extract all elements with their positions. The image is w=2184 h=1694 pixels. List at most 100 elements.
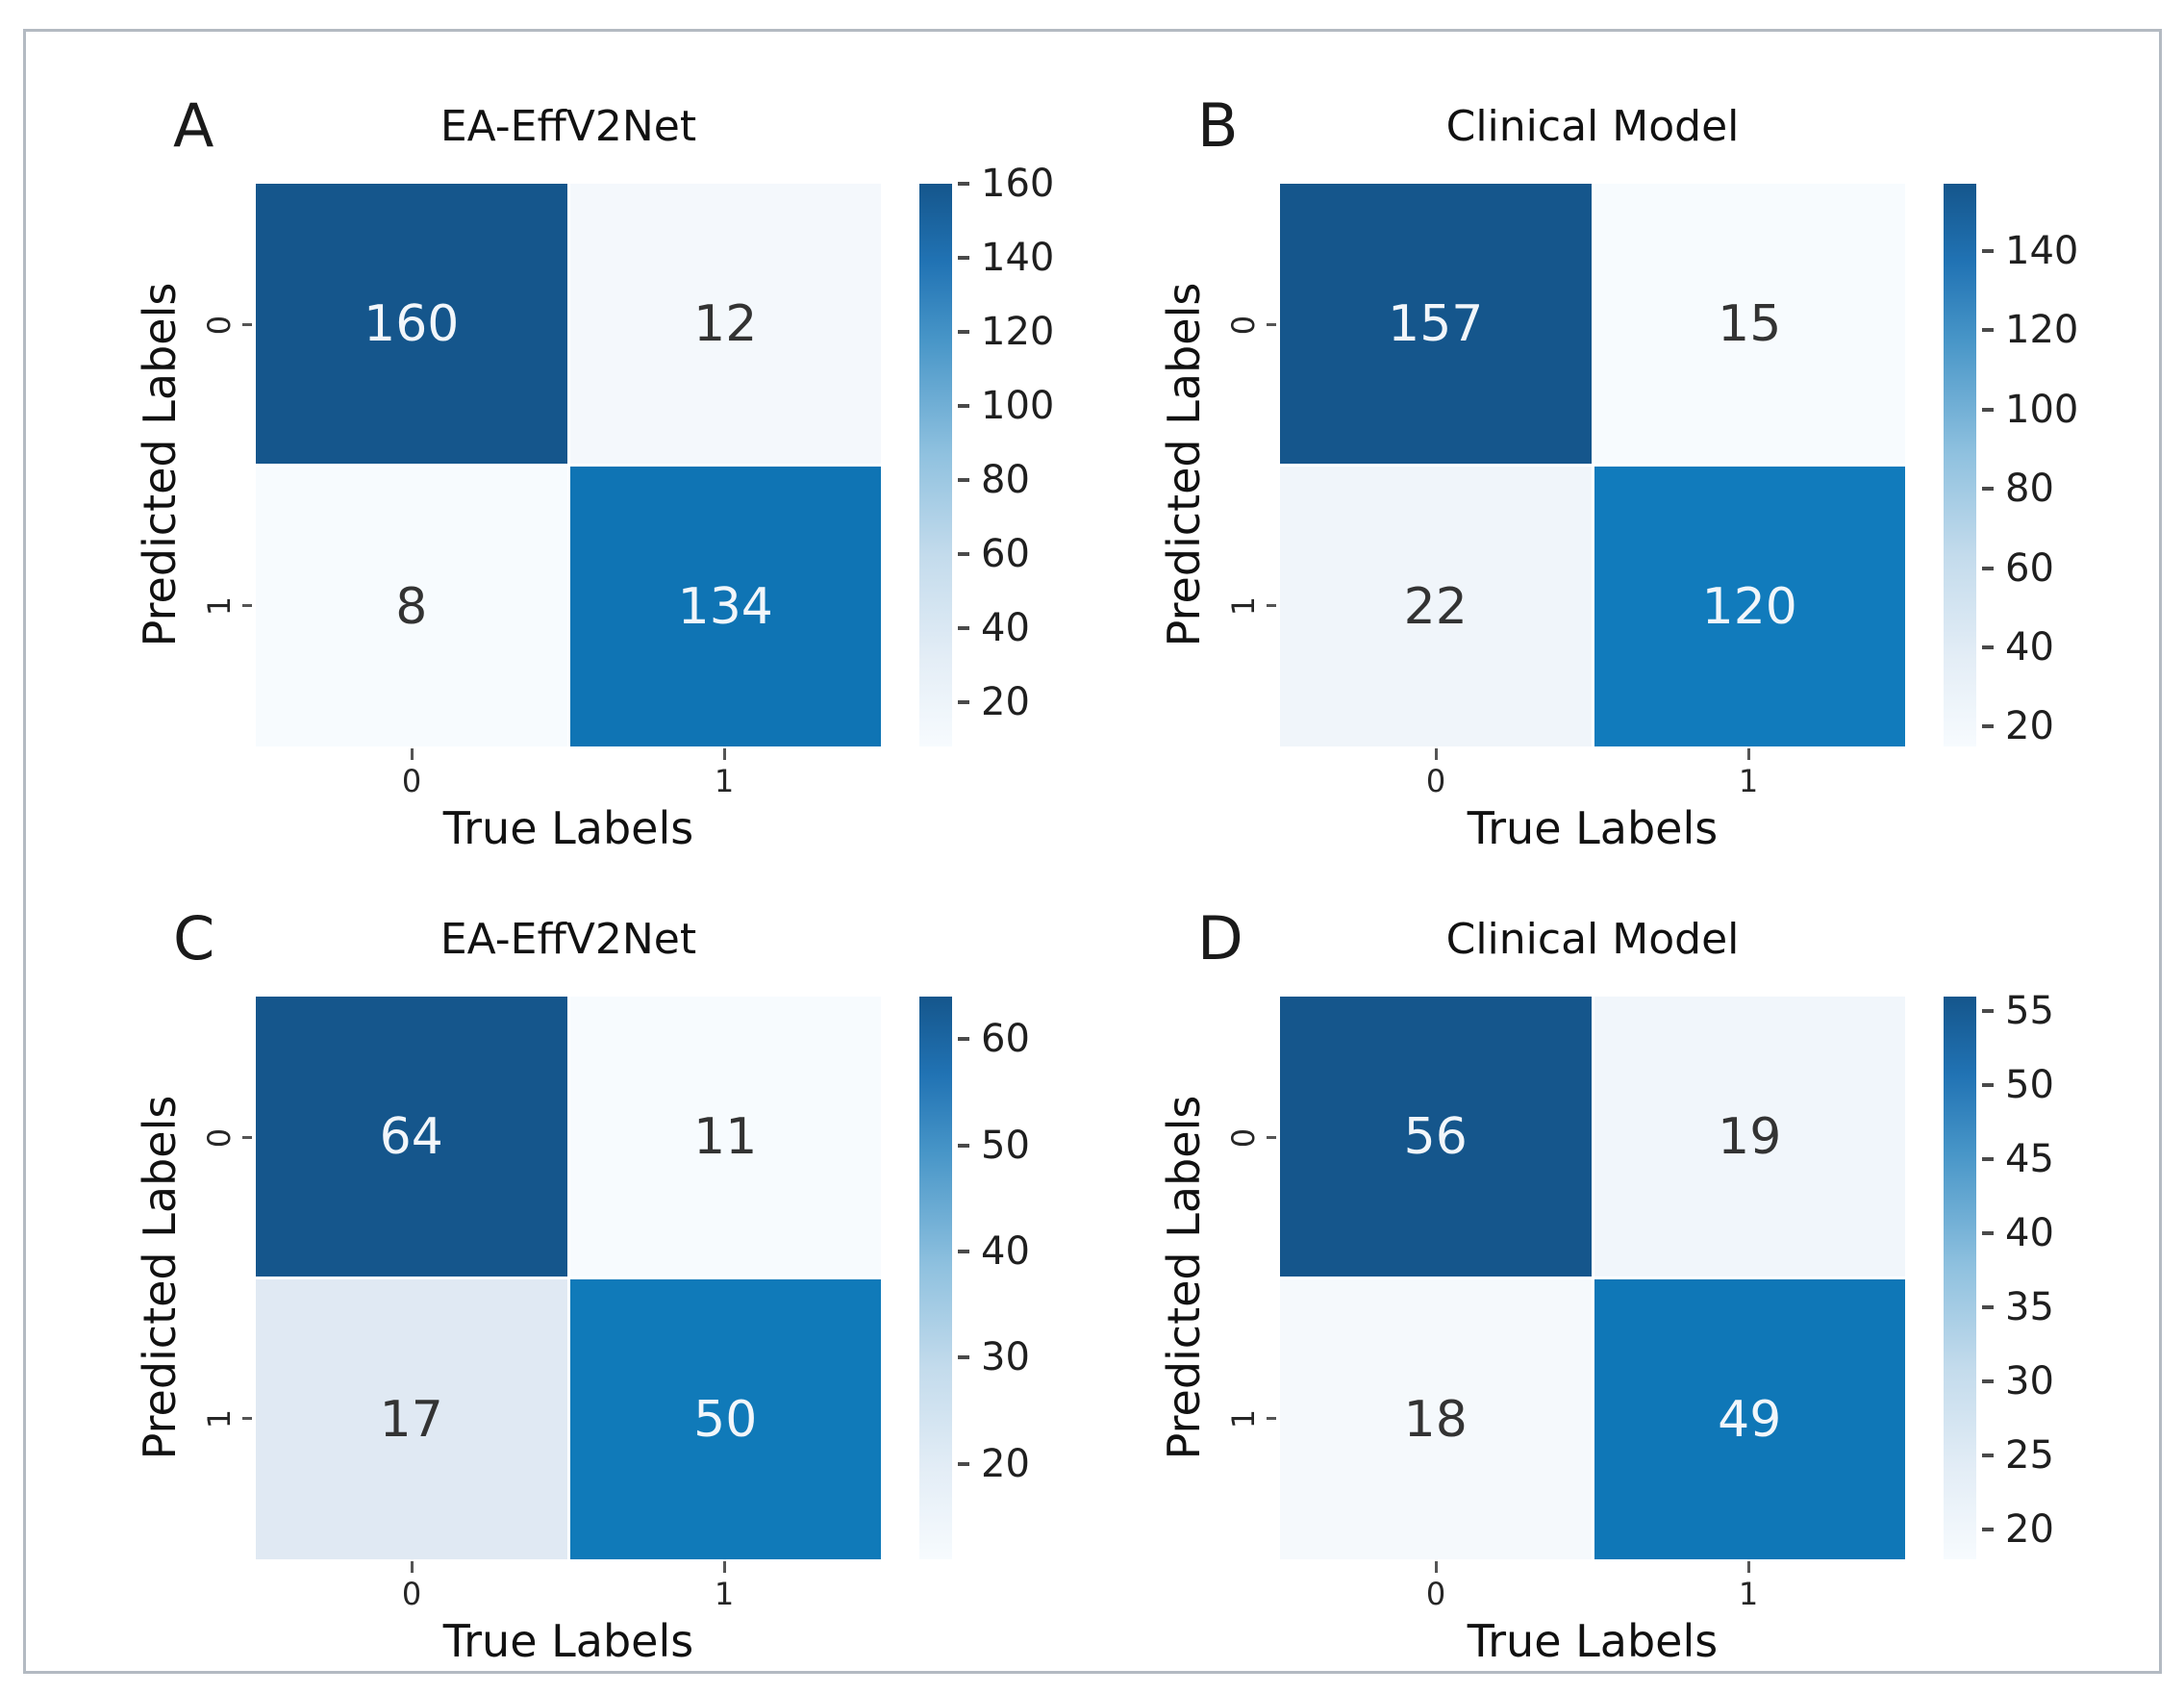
panel-title: Clinical Model <box>1445 102 1740 151</box>
colorbar-tick-mark <box>958 1355 969 1360</box>
colorbar-tick: 50 <box>958 1126 1030 1165</box>
colorbar-tick: 140 <box>1982 232 2078 270</box>
colorbar-tick-mark <box>1982 1379 1994 1384</box>
heatmap-cell-true-negative: 160 <box>256 184 567 464</box>
panel-letter: A <box>173 90 214 161</box>
colorbar-tick: 30 <box>1982 1362 2054 1401</box>
colorbar-tick: 60 <box>958 1020 1030 1058</box>
colorbar-tick: 80 <box>958 461 1030 499</box>
colorbar-tick-label: 160 <box>981 162 1055 206</box>
colorbar-tick-mark <box>1982 645 1994 650</box>
colorbar-tick-label: 35 <box>2005 1285 2054 1330</box>
y-tick-label: 1 <box>201 1408 238 1429</box>
colorbar-tick-label: 140 <box>2005 229 2079 274</box>
colorbar-tick-mark <box>1982 1157 1994 1162</box>
colorbar-tick: 55 <box>1982 992 2054 1030</box>
colorbar-tick: 40 <box>1982 1214 2054 1252</box>
colorbar-tick-label: 40 <box>2005 1211 2054 1256</box>
heatmap-cell-false-negative: 11 <box>569 997 881 1277</box>
colorbar-tick-label: 40 <box>981 1228 1030 1274</box>
x-tick-label: 1 <box>714 763 735 799</box>
panel-title: Clinical Model <box>1445 915 1740 964</box>
colorbar-tick: 50 <box>1982 1066 2054 1104</box>
colorbar-tick-mark <box>1982 249 1994 254</box>
colorbar-tick-label: 50 <box>981 1123 1030 1168</box>
colorbar-tick-mark <box>958 1037 969 1042</box>
y-tick-mark <box>1267 604 1276 607</box>
colorbar-tick: 40 <box>1982 628 2054 667</box>
colorbar-tick-mark <box>958 403 969 408</box>
colorbar-tick-label: 20 <box>981 679 1030 724</box>
heatmap-cell-true-positive: 120 <box>1594 467 1905 746</box>
colorbar-tick: 45 <box>1982 1140 2054 1178</box>
heatmap: 64 11 17 50 <box>256 997 881 1559</box>
colorbar-tick-label: 55 <box>2005 989 2054 1034</box>
x-tick-label: 0 <box>1425 763 1446 799</box>
x-tick-mark <box>1747 1561 1750 1573</box>
heatmap-cell-true-negative: 64 <box>256 997 567 1277</box>
panel-letter: C <box>173 903 215 973</box>
y-tick-label: 0 <box>1225 315 1262 336</box>
x-tick-label: 0 <box>401 763 422 799</box>
heatmap-cell-false-negative: 12 <box>569 184 881 464</box>
colorbar-tick-label: 40 <box>2005 625 2054 670</box>
colorbar-tick-label: 30 <box>981 1335 1030 1380</box>
panel-letter: B <box>1197 90 1239 161</box>
colorbar-tick: 100 <box>1982 391 2078 429</box>
y-tick-label: 1 <box>1225 595 1262 617</box>
y-axis-label: Predicted Labels <box>134 1095 186 1460</box>
colorbar-tick: 30 <box>958 1338 1030 1377</box>
y-tick-label: 0 <box>201 315 238 336</box>
colorbar-tick-label: 60 <box>981 1017 1030 1062</box>
heatmap: 157 15 22 120 <box>1280 184 1905 746</box>
colorbar-tick-mark <box>958 551 969 556</box>
colorbar-tick-mark <box>958 1461 969 1466</box>
heatmap-cell-true-positive: 50 <box>569 1279 881 1559</box>
colorbar-tick: 25 <box>1982 1436 2054 1475</box>
colorbar-tick-label: 60 <box>981 531 1030 576</box>
colorbar-tick: 35 <box>1982 1288 2054 1327</box>
colorbar-tick-label: 100 <box>2005 387 2079 432</box>
colorbar-tick: 140 <box>958 239 1054 277</box>
colorbar-tick-mark <box>1982 1083 1994 1088</box>
colorbar-tick-label: 25 <box>2005 1433 2054 1479</box>
colorbar-tick-label: 100 <box>981 383 1055 428</box>
x-axis-label: True Labels <box>442 1615 694 1667</box>
colorbar-tick-mark <box>958 625 969 630</box>
colorbar-tick-mark <box>1982 1305 1994 1310</box>
colorbar-tick-label: 20 <box>981 1441 1030 1486</box>
confusion-matrix-panel-b: B Clinical Model Predicted Labels 0 1 15… <box>1147 63 2171 876</box>
colorbar-tick-label: 140 <box>981 235 1055 280</box>
y-tick-mark <box>242 323 252 326</box>
colorbar-tick-label: 30 <box>2005 1359 2054 1404</box>
colorbar <box>919 997 952 1559</box>
y-axis-label: Predicted Labels <box>1158 1095 1210 1460</box>
colorbar-tick-mark <box>1982 1231 1994 1236</box>
colorbar-tick-label: 45 <box>2005 1137 2054 1182</box>
colorbar-tick: 160 <box>958 164 1054 203</box>
colorbar-tick: 100 <box>958 387 1054 425</box>
heatmap-cell-false-negative: 19 <box>1594 997 1905 1277</box>
x-tick-mark <box>1435 748 1438 760</box>
panel-letter: D <box>1197 903 1243 973</box>
colorbar-tick-mark <box>1982 724 1994 729</box>
y-axis-label: Predicted Labels <box>134 282 186 647</box>
confusion-matrix-panel-c: C EA-EffV2Net Predicted Labels 0 1 64 11… <box>123 876 1147 1689</box>
heatmap: 56 19 18 49 <box>1280 997 1905 1559</box>
colorbar-tick-label: 50 <box>2005 1063 2054 1108</box>
x-tick-label: 1 <box>714 1576 735 1612</box>
heatmap-cell-true-negative: 157 <box>1280 184 1592 464</box>
colorbar-tick: 120 <box>958 313 1054 351</box>
confusion-matrix-grid: A EA-EffV2Net Predicted Labels 0 1 160 1… <box>123 63 2171 1689</box>
colorbar <box>1944 184 1976 746</box>
y-tick-label: 1 <box>201 595 238 617</box>
colorbar-tick-mark <box>958 255 969 260</box>
x-tick-label: 1 <box>1738 763 1759 799</box>
colorbar-tick-mark <box>1982 1009 1994 1014</box>
x-axis-label: True Labels <box>442 802 694 854</box>
colorbar-tick-mark <box>1982 487 1994 492</box>
colorbar-tick-label: 120 <box>2005 308 2079 353</box>
x-tick-mark <box>723 1561 726 1573</box>
colorbar-tick: 60 <box>1982 549 2054 588</box>
confusion-matrix-panel-d: D Clinical Model Predicted Labels 0 1 56… <box>1147 876 2171 1689</box>
